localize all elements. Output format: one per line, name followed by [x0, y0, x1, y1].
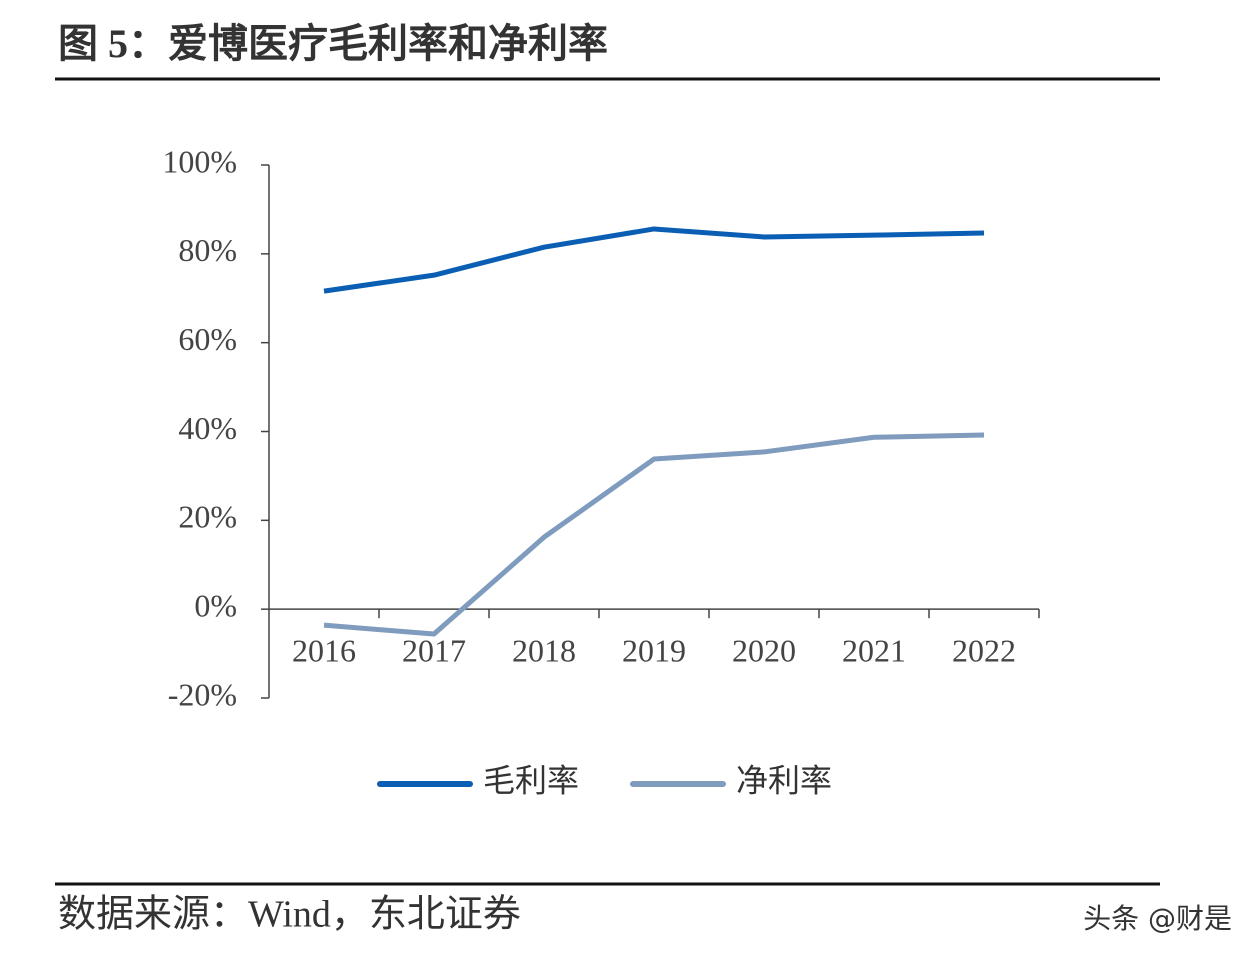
series-line — [323, 226, 985, 294]
y-tick-label: 20% — [178, 499, 237, 535]
y-tick-label: 60% — [178, 321, 237, 357]
y-tick-label: 40% — [178, 410, 237, 446]
source: 数据来源：Wind，东北证券 — [58, 894, 521, 936]
legend-label: 毛利率 — [483, 762, 579, 798]
x-tick-label: 2019 — [622, 633, 686, 669]
y-tick-label: 0% — [194, 588, 237, 624]
watermark: 头条 @财是 — [1083, 902, 1232, 935]
x-tick-label: 2021 — [842, 633, 906, 669]
x-tick-label: 2020 — [732, 633, 796, 669]
series-line — [323, 432, 985, 637]
y-tick-label: 100% — [162, 143, 237, 179]
x-tick-label: 2016 — [292, 633, 356, 669]
x-tick-label: 2022 — [952, 633, 1016, 669]
y-tick-label: 80% — [178, 232, 237, 268]
y-tick-label: -20% — [168, 676, 237, 712]
legend-label: 净利率 — [736, 762, 832, 798]
x-tick-label: 2018 — [512, 633, 576, 669]
x-tick-label: 2017 — [402, 633, 466, 669]
chart-title: 图 5：爱博医疗毛利率和净利率 — [58, 21, 608, 66]
